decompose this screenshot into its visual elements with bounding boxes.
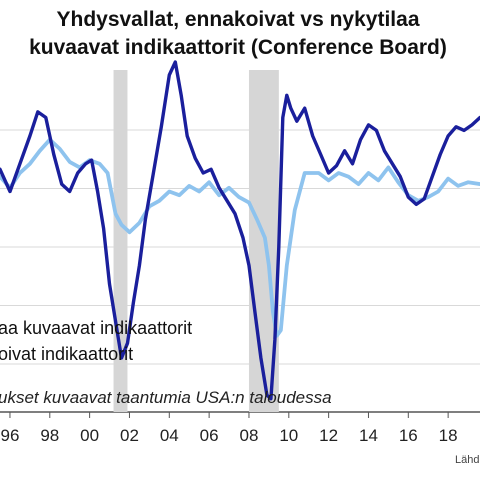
x-tick-label: 00 [80, 426, 99, 445]
x-tick-label: 16 [399, 426, 418, 445]
recession-bands [113, 70, 279, 412]
x-tick-label: 12 [319, 426, 338, 445]
chart-title-line-1: Yhdysvallat, ennakoivat vs nykytilaa [56, 8, 419, 31]
legend-item-coincident: aa kuvaavat indikaattorit [0, 318, 192, 338]
recession-note: ukset kuvaavat taantumia USA:n taloudess… [0, 388, 332, 407]
x-tick-label: 04 [160, 426, 179, 445]
chart-title-line-2: kuvaavat indikaattorit (Conference Board… [29, 36, 447, 59]
x-tick-label: 02 [120, 426, 139, 445]
x-tick-label: 18 [439, 426, 458, 445]
x-tick-label: 10 [279, 426, 298, 445]
series-line-coincident [0, 137, 480, 338]
x-tick-label: 96 [0, 426, 19, 445]
series-line-leading [0, 60, 480, 401]
source-label: Lähde [455, 454, 480, 466]
x-tick-label: 06 [200, 426, 219, 445]
gridlines [0, 129, 480, 413]
x-tick-label: 08 [240, 426, 259, 445]
x-tick-label: 14 [359, 426, 378, 445]
legend-item-leading: oivat indikaattorit [0, 344, 133, 364]
x-tick-label: 98 [40, 426, 59, 445]
x-axis-ticks: 96 98 00 02 04 06 08 10 12 14 16 18 [0, 412, 458, 445]
series-lines [0, 60, 480, 401]
